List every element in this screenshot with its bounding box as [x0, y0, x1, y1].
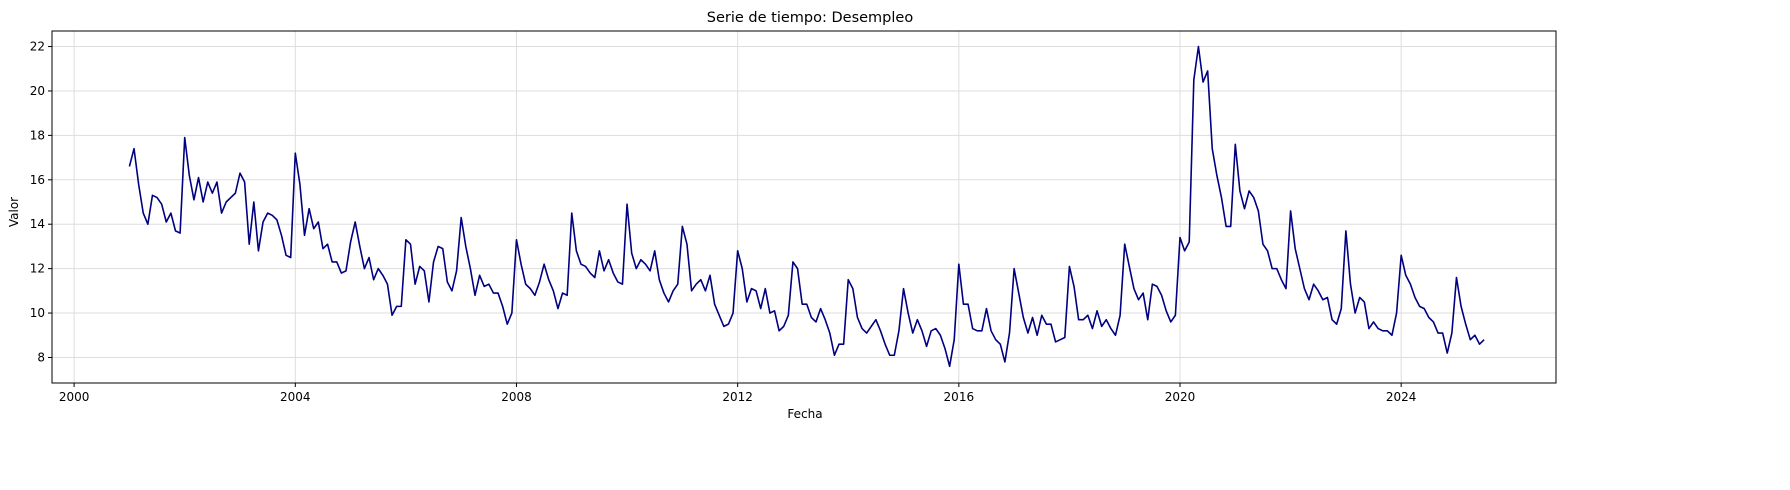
y-tick-label: 22 — [30, 40, 45, 54]
series-group — [128, 45, 1485, 368]
x-tick-label: 2024 — [1386, 390, 1417, 404]
y-tick-label: 10 — [30, 306, 45, 320]
grid — [52, 31, 1556, 383]
x-tick-label: 2012 — [722, 390, 753, 404]
y-tick-label: 12 — [30, 262, 45, 276]
x-tick-label: 2000 — [59, 390, 90, 404]
y-axis: 8 10 12 14 16 18 20 22 — [30, 40, 52, 364]
y-tick-label: 8 — [37, 350, 45, 364]
y-tick-label: 16 — [30, 173, 45, 187]
x-axis: 2000 2004 2008 2012 2016 2020 2024 — [59, 383, 1417, 404]
chart-title: Serie de tiempo: Desempleo — [707, 10, 914, 26]
y-tick-label: 20 — [30, 84, 45, 98]
x-axis-label: Fecha — [787, 407, 822, 421]
series-line — [128, 45, 1485, 368]
x-tick-label: 2004 — [280, 390, 311, 404]
x-tick-label: 2008 — [501, 390, 532, 404]
x-tick-label: 2020 — [1165, 390, 1196, 404]
y-axis-label: Valor — [7, 197, 21, 227]
y-tick-label: 18 — [30, 128, 45, 142]
x-tick-label: 2016 — [944, 390, 975, 404]
y-tick-label: 14 — [30, 217, 45, 231]
plot-frame — [51, 30, 1557, 384]
